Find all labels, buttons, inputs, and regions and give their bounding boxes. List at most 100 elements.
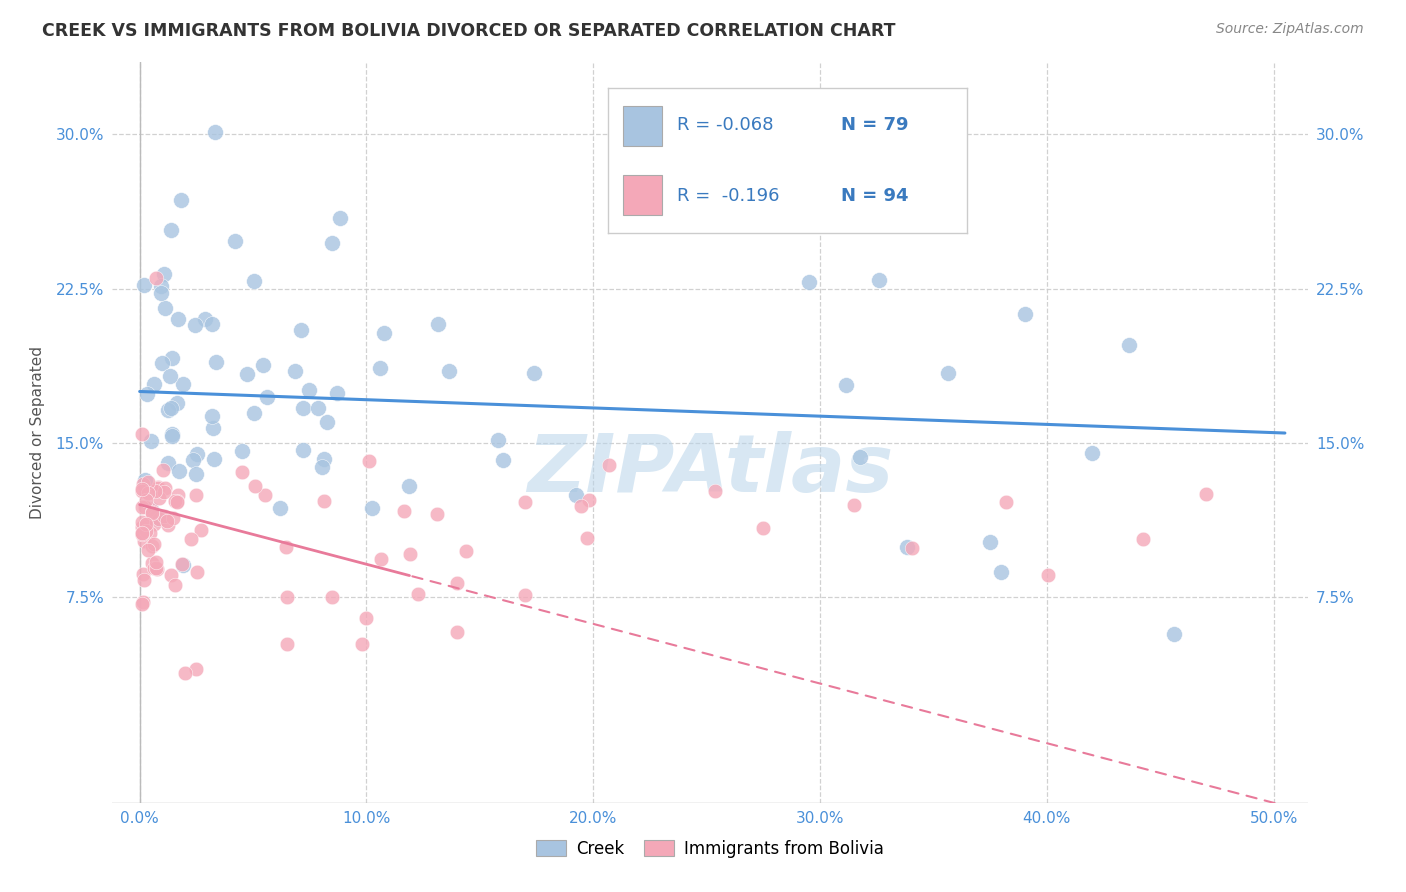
Point xyxy=(135,493,157,508)
Point xyxy=(292,442,315,457)
Point xyxy=(290,323,312,337)
Point xyxy=(201,318,224,332)
Point xyxy=(201,409,224,423)
Point xyxy=(172,376,194,391)
Point xyxy=(298,383,321,397)
Text: Source: ZipAtlas.com: Source: ZipAtlas.com xyxy=(1216,22,1364,37)
Point xyxy=(284,364,307,378)
Point xyxy=(153,301,176,316)
Point xyxy=(446,625,468,640)
Point xyxy=(399,548,422,562)
Point xyxy=(231,465,253,479)
Point xyxy=(326,385,349,400)
Point xyxy=(1036,568,1059,582)
Point xyxy=(236,367,259,381)
Point xyxy=(361,501,384,516)
Point xyxy=(167,312,190,326)
Point xyxy=(136,485,159,500)
Point xyxy=(131,427,153,442)
Point xyxy=(329,211,352,226)
Point xyxy=(148,491,170,505)
Point xyxy=(174,666,197,681)
Point xyxy=(138,475,160,490)
Point xyxy=(148,512,170,526)
Text: ZIPAtlas: ZIPAtlas xyxy=(527,431,893,508)
Point xyxy=(578,492,600,507)
Point xyxy=(269,501,291,516)
Point xyxy=(868,273,890,287)
Point xyxy=(370,361,392,376)
Point xyxy=(165,578,187,592)
Point xyxy=(160,223,183,237)
Point xyxy=(148,480,170,494)
Point xyxy=(167,464,190,478)
Point xyxy=(231,444,253,458)
Point xyxy=(131,516,153,530)
Point xyxy=(990,566,1012,580)
Point xyxy=(131,566,153,581)
Point xyxy=(131,526,153,541)
Point xyxy=(131,525,153,540)
Point xyxy=(141,505,163,519)
Point xyxy=(703,483,725,498)
Point xyxy=(139,434,162,449)
Point xyxy=(141,506,163,520)
Point xyxy=(1132,533,1154,547)
Point xyxy=(186,565,208,579)
Point xyxy=(315,415,337,429)
Point xyxy=(143,517,166,532)
Point xyxy=(160,401,183,415)
Point xyxy=(150,356,173,370)
Point xyxy=(157,518,180,533)
Point xyxy=(156,402,179,417)
Point xyxy=(134,278,156,293)
Point xyxy=(162,511,184,525)
Point xyxy=(995,494,1018,508)
Point xyxy=(145,271,167,285)
Point xyxy=(1014,307,1036,321)
Point xyxy=(153,484,176,499)
Point xyxy=(143,377,166,392)
Point xyxy=(373,326,395,341)
Point xyxy=(166,494,188,508)
Point xyxy=(134,516,156,531)
Point xyxy=(156,514,179,528)
Point xyxy=(835,378,858,392)
Point xyxy=(131,476,153,491)
Point xyxy=(134,574,156,588)
Point xyxy=(513,588,536,602)
Point xyxy=(139,502,162,516)
Point xyxy=(159,568,181,582)
Point xyxy=(141,539,163,553)
Point xyxy=(446,575,468,590)
Point xyxy=(202,452,225,467)
Point xyxy=(274,540,297,554)
Point xyxy=(797,276,820,290)
Text: CREEK VS IMMIGRANTS FROM BOLIVIA DIVORCED OR SEPARATED CORRELATION CHART: CREEK VS IMMIGRANTS FROM BOLIVIA DIVORCE… xyxy=(42,22,896,40)
Point xyxy=(135,387,157,401)
Point xyxy=(936,366,959,380)
Point xyxy=(427,317,450,331)
Point xyxy=(291,401,314,416)
Point xyxy=(256,390,278,404)
Point xyxy=(1194,487,1216,501)
Point xyxy=(146,482,169,496)
Point xyxy=(901,541,924,556)
Point xyxy=(160,429,183,443)
Point xyxy=(1081,446,1104,460)
Y-axis label: Divorced or Separated: Divorced or Separated xyxy=(30,346,45,519)
Point xyxy=(186,467,208,481)
Point xyxy=(131,483,153,498)
Point xyxy=(321,236,343,251)
Point xyxy=(276,637,298,651)
Point xyxy=(575,531,598,545)
Point xyxy=(131,520,153,534)
Point xyxy=(142,537,165,551)
Point xyxy=(141,502,163,516)
Point xyxy=(157,456,180,470)
Point xyxy=(184,488,207,502)
Point xyxy=(751,521,773,535)
Point xyxy=(204,125,226,139)
Point xyxy=(131,482,153,496)
Point xyxy=(426,507,449,521)
